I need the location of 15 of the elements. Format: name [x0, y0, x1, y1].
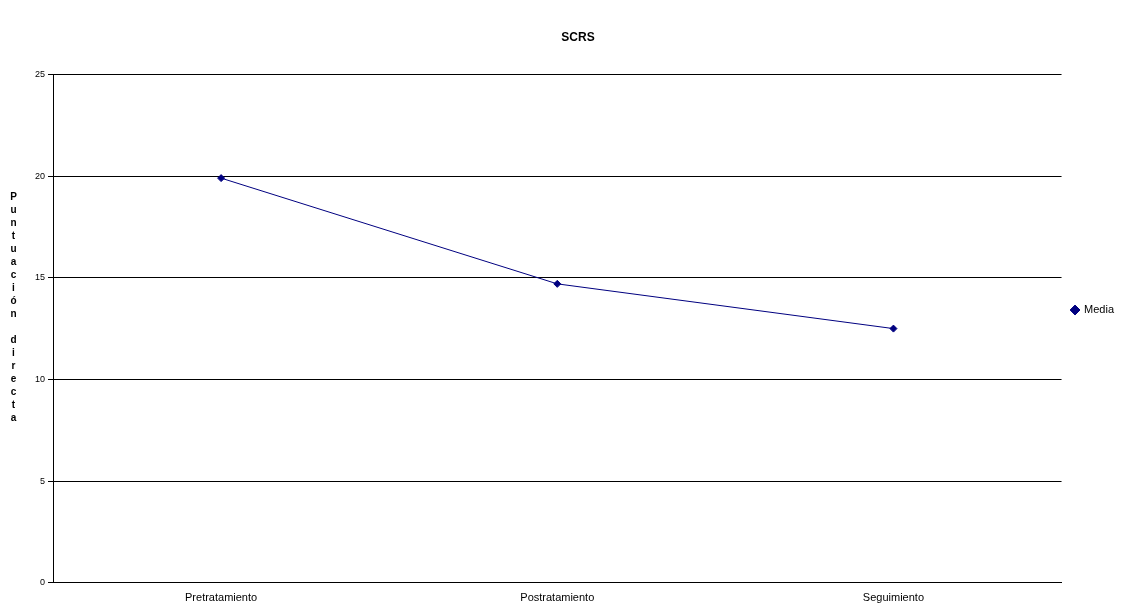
y-tick-label: 0	[40, 577, 46, 588]
point	[217, 174, 226, 183]
y-tick-label: 5	[40, 475, 46, 486]
y-tick-label: 20	[35, 170, 46, 181]
x-tick-label: Pretratamiento	[185, 591, 258, 604]
y-tick-label: 10	[35, 373, 46, 384]
point	[889, 324, 898, 333]
chart-title: SCRS	[561, 29, 595, 44]
x-tick-label: Postratamiento	[520, 591, 595, 604]
y-tick-label: 25	[35, 68, 46, 79]
legend-label: Media	[1084, 303, 1115, 316]
y-tick-label: 15	[35, 272, 46, 283]
point	[553, 279, 562, 288]
y-axis-title: Puntuación directa	[8, 191, 20, 425]
x-tick-label: Seguimiento	[862, 591, 925, 604]
